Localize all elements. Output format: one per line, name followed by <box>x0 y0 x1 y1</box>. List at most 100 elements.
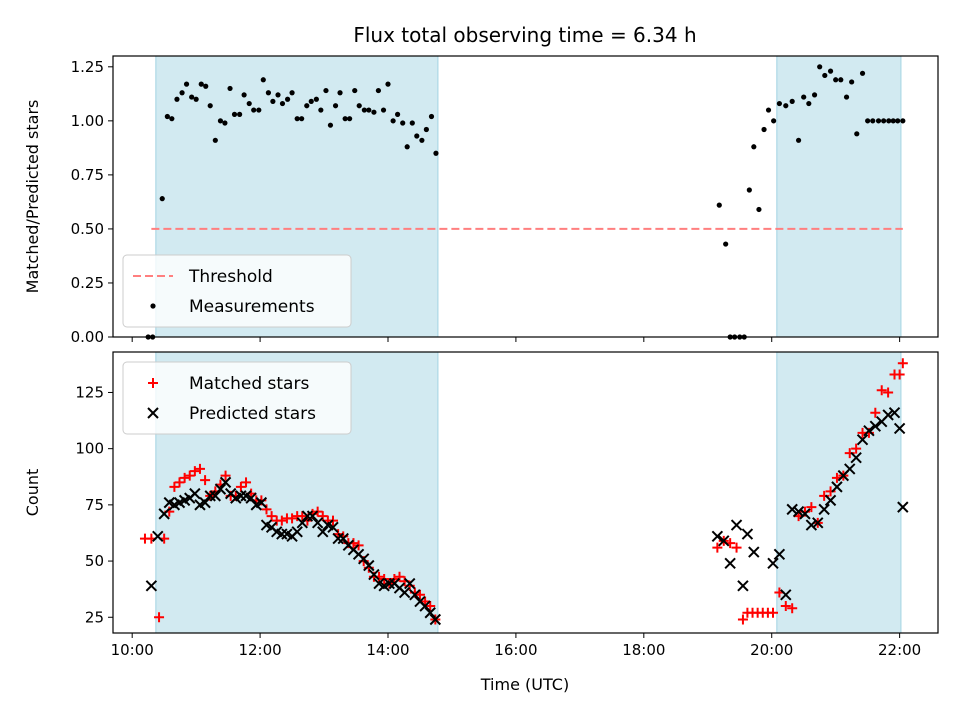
predicted-star-point <box>219 476 232 489</box>
x-tick-label: 12:00 <box>238 641 281 659</box>
predicted-star-point <box>805 519 818 531</box>
predicted-star-point <box>792 505 805 518</box>
measurement-point <box>822 72 828 79</box>
measurement-point <box>361 107 367 113</box>
predicted-star-point <box>276 528 288 540</box>
y-axis-label: Count <box>23 469 42 517</box>
measurement-point <box>299 116 305 122</box>
measurement-point <box>217 118 224 124</box>
matched-star-point <box>235 481 246 492</box>
measurement-point <box>294 116 300 122</box>
count-panel: 25 50 75 100 125 10:00 12:00 14:00 16:00 18:00 20:… <box>23 351 939 659</box>
y-tick-label: 125 <box>75 383 104 401</box>
matched-star-point <box>287 513 298 524</box>
matched-star-point <box>189 466 200 477</box>
measurement-point <box>811 92 818 98</box>
predicted-star-point <box>831 481 843 493</box>
predicted-star-point <box>799 508 811 520</box>
x-tick-label: 20:00 <box>750 641 793 659</box>
predicted-star-point <box>189 487 201 500</box>
measurement-point <box>900 118 906 124</box>
predicted-star-point <box>145 580 158 592</box>
predicted-star-point <box>301 510 314 522</box>
measurement-point <box>756 206 762 213</box>
predicted-star-point <box>897 501 909 513</box>
measurement-point <box>193 96 199 102</box>
measurement-point <box>313 96 319 102</box>
predicted-star-point <box>767 557 779 570</box>
predicted-star-point <box>780 589 792 601</box>
legend-predicted-swatch <box>147 407 159 419</box>
predicted-star-point <box>152 530 164 543</box>
y-tick-label: 25 <box>85 608 104 626</box>
measurement-point <box>323 87 329 94</box>
predicted-star-point <box>824 494 837 507</box>
measurement-point <box>414 133 420 139</box>
x-tick-label: 18:00 <box>622 641 665 659</box>
predicted-star-point <box>818 503 830 516</box>
predicted-star-point <box>296 517 309 529</box>
predicted-star-point <box>893 422 906 435</box>
series-matched-stars <box>139 358 908 625</box>
matched-star-point <box>241 477 252 488</box>
measurement-point <box>400 120 406 126</box>
measurement-point <box>886 118 892 124</box>
measurement-point <box>251 107 257 113</box>
measurement-point <box>366 107 372 113</box>
measurement-point <box>237 111 243 117</box>
x-tick-label: 14:00 <box>366 641 409 659</box>
matched-star-point <box>851 443 862 454</box>
measurement-point <box>849 79 855 85</box>
predicted-star-point <box>850 451 862 464</box>
predicted-star-point <box>419 600 431 612</box>
measurement-point <box>789 98 795 104</box>
series-predicted-stars <box>145 406 909 626</box>
matched-star-point <box>297 511 308 522</box>
measurement-point <box>817 64 823 70</box>
matched-star-point <box>179 472 190 483</box>
predicted-star-point <box>332 532 344 545</box>
legend-box <box>122 254 352 328</box>
measurement-point <box>385 81 391 87</box>
predicted-star-point <box>718 535 730 547</box>
measurement-point <box>771 118 777 124</box>
legend-box <box>122 361 352 435</box>
measurement-point <box>332 103 339 109</box>
predicted-star-point <box>773 548 786 561</box>
measurement-point <box>843 94 850 100</box>
measurement-point <box>776 100 782 107</box>
matched-star-point <box>870 407 881 418</box>
legend-matched-swatch <box>148 378 158 388</box>
matched-star-point <box>768 607 778 618</box>
measurement-point <box>409 120 415 126</box>
predicted-star-point <box>209 490 222 502</box>
measurement-point <box>838 77 844 83</box>
y-tick-label: 0.25 <box>71 274 104 292</box>
measurement-point <box>231 111 238 117</box>
measurement-point <box>304 103 310 109</box>
measurement-point <box>212 137 218 143</box>
legend: Threshold Measurements <box>122 254 352 328</box>
measurement-point <box>337 90 343 96</box>
y-tick-label: 0.50 <box>71 220 104 238</box>
measurement-point <box>827 68 834 74</box>
matched-star-point <box>184 470 195 481</box>
measurement-point <box>279 100 286 107</box>
measurement-point <box>183 81 190 87</box>
measurement-point <box>854 131 860 137</box>
measurement-point <box>198 81 204 87</box>
matched-star-point <box>425 601 436 612</box>
matched-star-point <box>154 612 165 623</box>
matched-star-point <box>394 571 405 582</box>
predicted-star-point <box>409 589 421 601</box>
matched-star-point <box>276 515 287 526</box>
predicted-star-point <box>337 532 349 545</box>
matched-star-point <box>894 369 905 380</box>
measurement-point <box>390 118 396 124</box>
legend-label: Matched stars <box>189 374 309 394</box>
y-tick-label: 75 <box>85 496 104 514</box>
predicted-star-point <box>741 528 754 540</box>
measurement-point <box>433 150 439 156</box>
measurement-point <box>203 83 209 89</box>
